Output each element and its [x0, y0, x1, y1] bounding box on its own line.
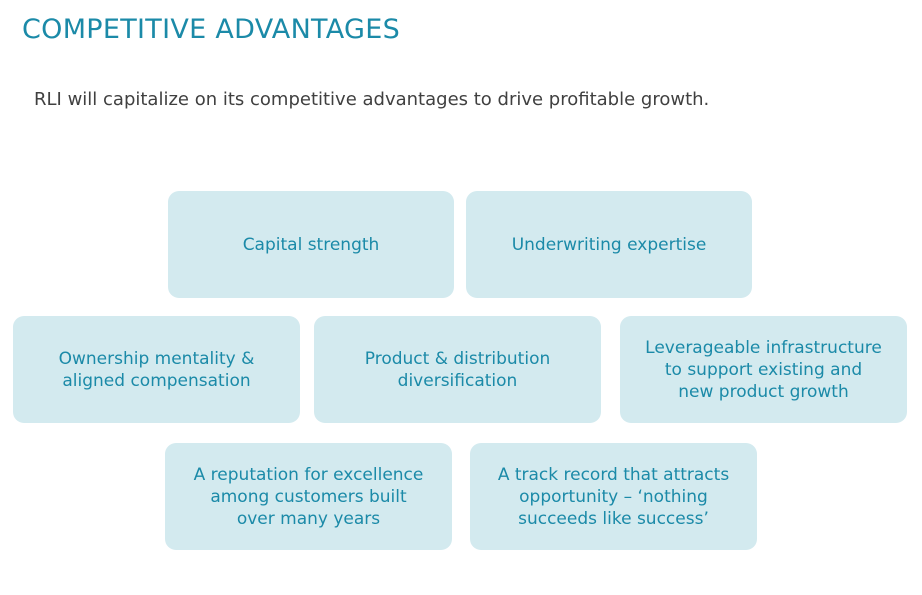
advantage-label: Product & distribution diversification	[364, 348, 551, 391]
page-subtitle: RLI will capitalize on its competitive a…	[34, 89, 710, 110]
advantage-box-reputation: A reputation for excellence among custom…	[165, 443, 452, 550]
advantage-label: Leverageable infrastructure to support e…	[645, 337, 882, 402]
advantage-box-ownership-mentality: Ownership mentality & aligned compensati…	[13, 316, 300, 423]
advantage-box-underwriting-expertise: Underwriting expertise	[466, 191, 752, 298]
advantage-box-capital-strength: Capital strength	[168, 191, 454, 298]
advantage-label: Underwriting expertise	[511, 234, 707, 255]
advantage-box-track-record: A track record that attracts opportunity…	[470, 443, 757, 550]
advantage-box-leverageable-infrastructure: Leverageable infrastructure to support e…	[620, 316, 907, 423]
advantage-label: A track record that attracts opportunity…	[497, 464, 730, 529]
page-title: COMPETITIVE ADVANTAGES	[22, 14, 401, 45]
advantage-box-product-distribution: Product & distribution diversification	[314, 316, 601, 423]
advantage-label: Capital strength	[242, 234, 380, 255]
advantage-label: Ownership mentality & aligned compensati…	[58, 348, 255, 391]
advantage-label: A reputation for excellence among custom…	[193, 464, 424, 529]
